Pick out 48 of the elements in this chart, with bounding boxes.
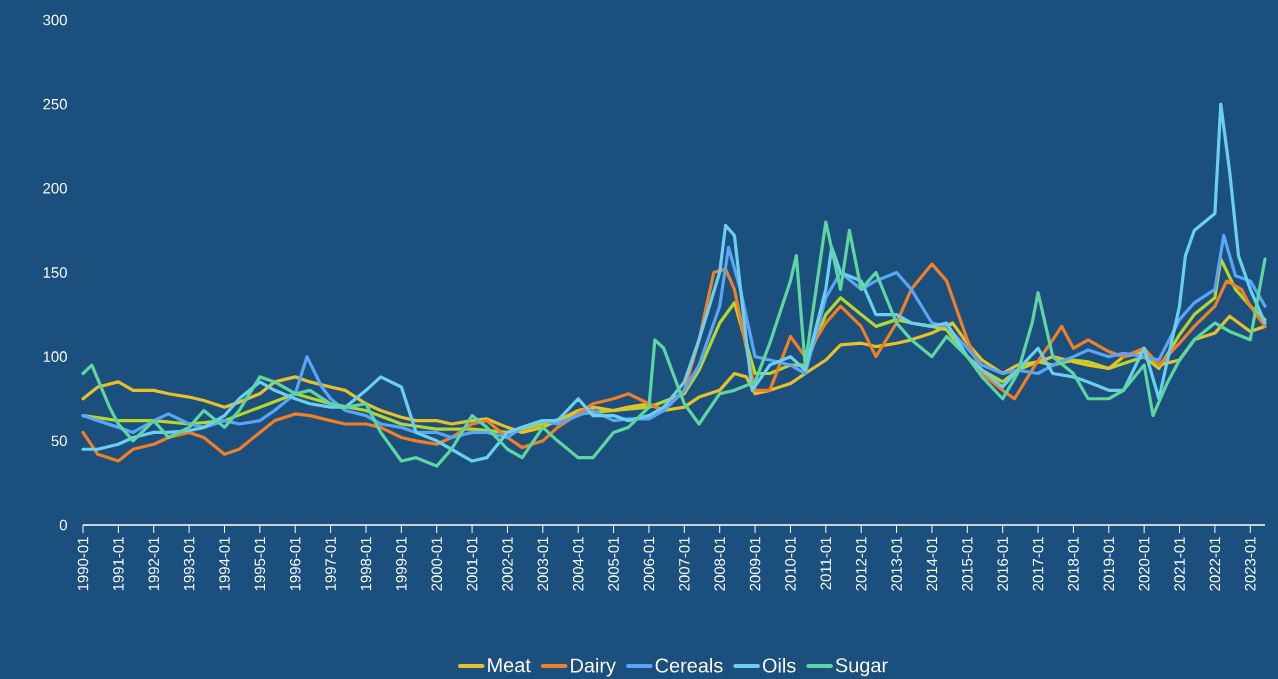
x-tick-label: 1998-01 xyxy=(360,537,372,591)
x-tick-label: 2012-01 xyxy=(855,537,867,591)
x-tick-label: 1999-01 xyxy=(396,537,407,591)
x-tick-label: 2015-01 xyxy=(962,537,973,591)
x-tick-label: 2017-01 xyxy=(1032,537,1044,591)
x-tick-label: 2008-01 xyxy=(714,537,725,591)
x-tick-label: 2004-01 xyxy=(572,537,584,591)
x-tick-label: 2020-01 xyxy=(1138,537,1150,591)
x-tick-label: 2022-01 xyxy=(1209,537,1221,591)
x-tick-label: 2018-01 xyxy=(1068,537,1079,591)
legend-label: Sugar xyxy=(835,658,888,677)
line-series xyxy=(81,102,1267,463)
line-series xyxy=(81,220,1267,468)
y-tick-label: 50 xyxy=(51,435,67,447)
x-tick-label: 2003-01 xyxy=(537,537,549,591)
x-tick-label: 1992-01 xyxy=(148,537,160,591)
x-tick-label: 1997-01 xyxy=(325,537,336,591)
x-tick-label: 2019-01 xyxy=(1103,537,1115,591)
legend-label: Meat xyxy=(488,658,531,673)
x-tick-label: 2009-01 xyxy=(749,537,761,591)
y-tick-label: 0 xyxy=(59,519,67,531)
y-tick-label: 300 xyxy=(43,14,67,26)
legend-label: Oils xyxy=(762,657,796,673)
x-tick-label: 2006-01 xyxy=(643,537,655,591)
x-tick-label: 2002-01 xyxy=(502,537,513,591)
x-tick-label: 2005-01 xyxy=(608,537,619,591)
x-tick-label: 2014-01 xyxy=(926,537,938,591)
x-tick-label: 2011-01 xyxy=(820,537,832,590)
y-tick-label: 250 xyxy=(43,98,67,110)
x-tick-label: 2000-01 xyxy=(431,537,442,591)
x-tick-label: 2013-01 xyxy=(891,537,902,591)
x-tick-label: 1993-01 xyxy=(183,537,195,591)
x-tick-label: 1994-01 xyxy=(219,537,230,591)
y-tick-label: 150 xyxy=(43,267,67,278)
y-tick-label: 100 xyxy=(43,351,67,362)
x-tick-label: 2007-01 xyxy=(679,537,690,591)
x-tick-label: 1990-01 xyxy=(77,537,89,591)
x-tick-label: 2010-01 xyxy=(785,537,796,591)
x-tick-label: 2001-01 xyxy=(466,537,478,591)
legend-label: Cereals xyxy=(655,657,723,673)
y-tick-label: 200 xyxy=(43,183,67,194)
x-tick-label: 2016-01 xyxy=(997,537,1008,591)
x-tick-label: 1995-01 xyxy=(254,537,266,591)
x-tick-label: 1991-01 xyxy=(113,537,124,591)
x-tick-label: 1996-01 xyxy=(289,537,301,591)
x-tick-label: 2021-01 xyxy=(1174,537,1185,591)
x-tick-label: 2023-01 xyxy=(1244,537,1256,591)
legend-label: Dairy xyxy=(571,657,616,677)
